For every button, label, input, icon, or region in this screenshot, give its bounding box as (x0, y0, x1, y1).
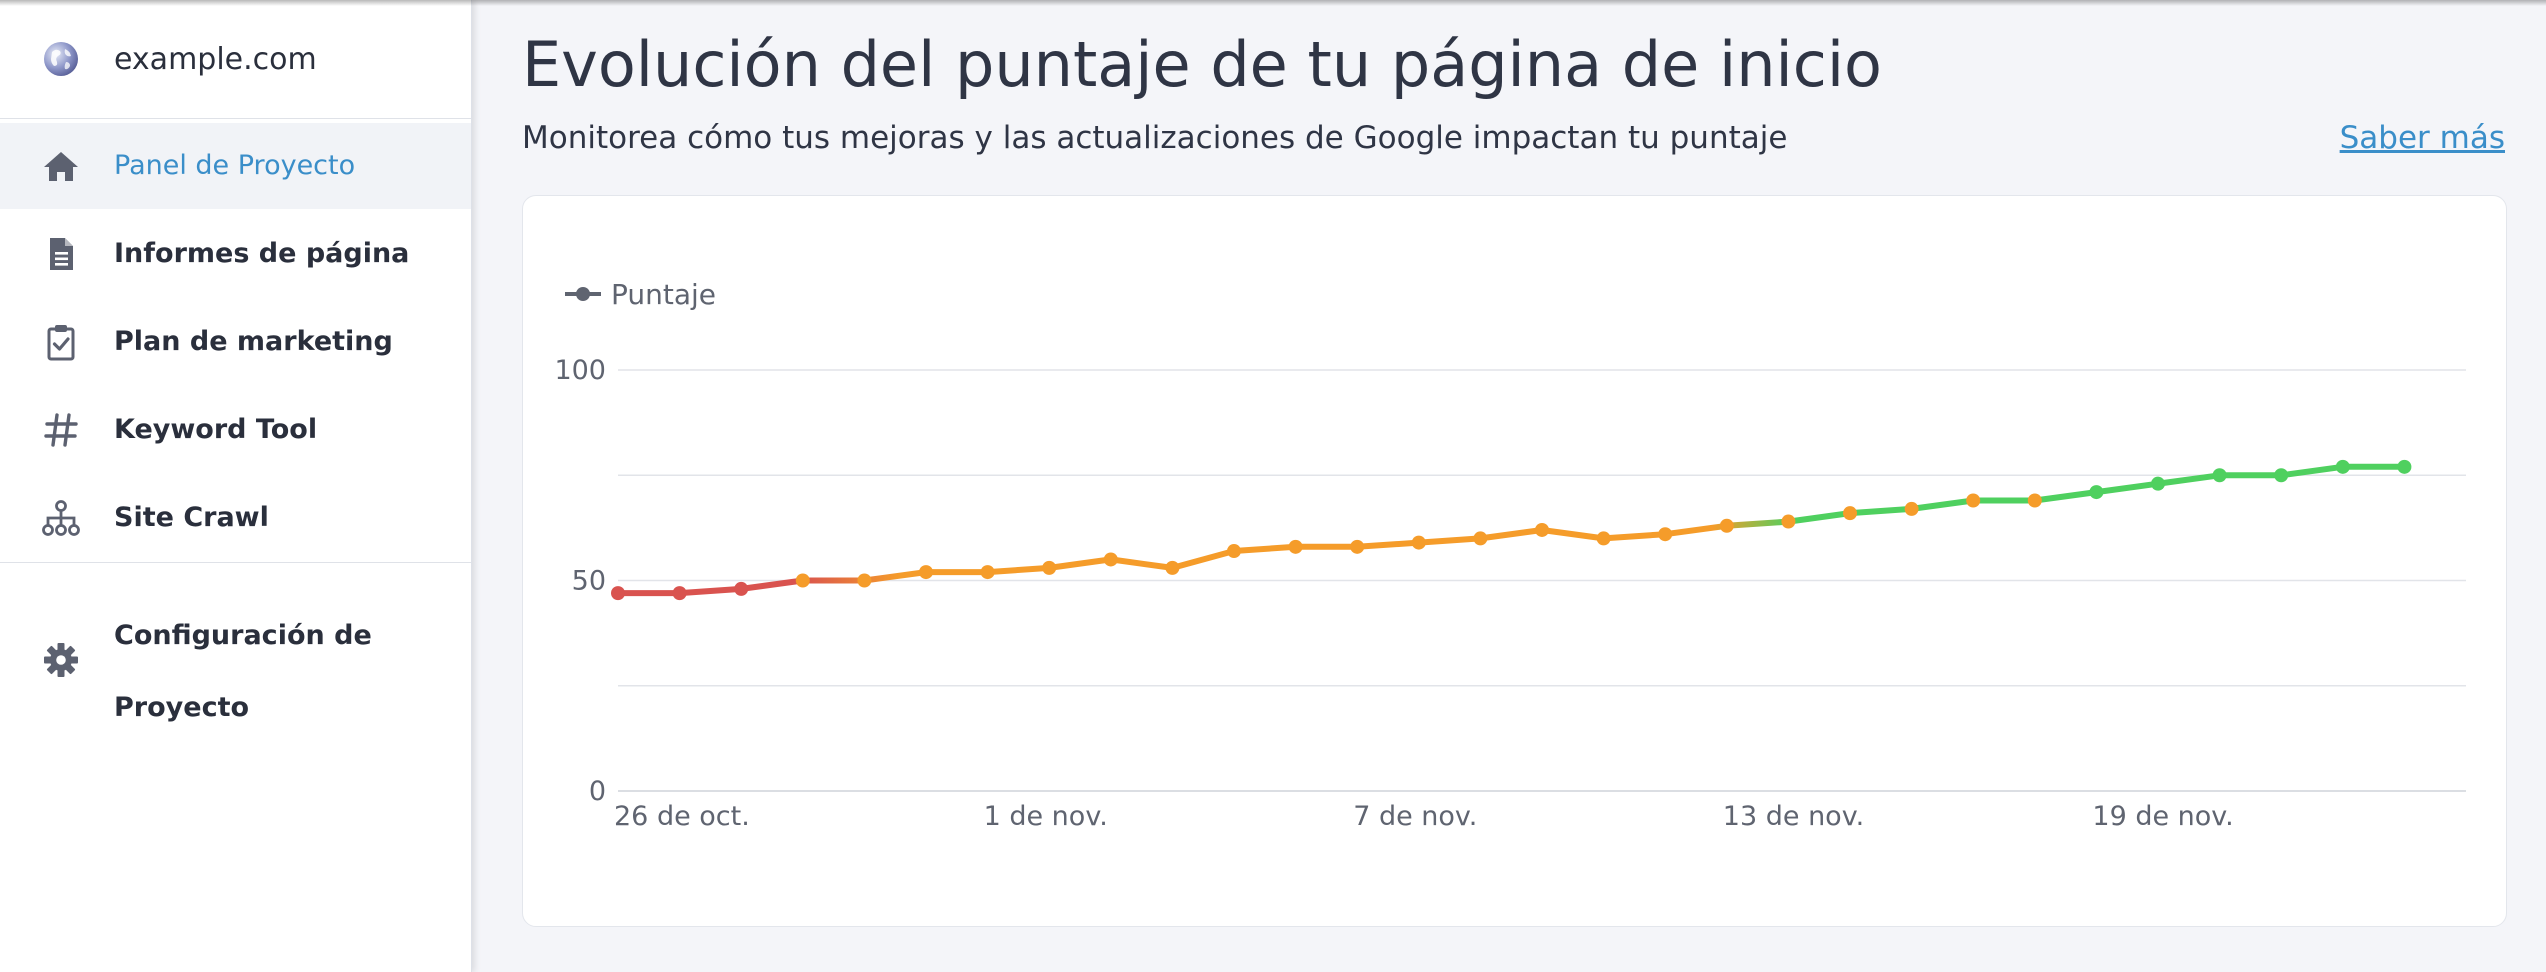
x-tick-label: 1 de nov. (984, 801, 1108, 832)
x-tick-label: 7 de nov. (1353, 801, 1477, 832)
data-point[interactable] (611, 586, 625, 601)
y-tick-label: 100 (554, 355, 606, 386)
data-point[interactable] (1350, 539, 1365, 554)
sidebar-item-label: Plan de marketing (114, 326, 393, 357)
data-point[interactable] (1411, 535, 1426, 550)
chart-legend[interactable]: Puntaje (565, 278, 716, 311)
data-point[interactable] (1165, 560, 1180, 575)
sidebar-item-label: Informes de página (114, 238, 410, 269)
data-point[interactable] (734, 581, 749, 596)
sidebar-item-label: Configuración de Proyecto (114, 620, 372, 723)
data-point[interactable] (1473, 531, 1488, 546)
data-point[interactable] (857, 573, 872, 588)
y-tick-label: 0 (589, 776, 606, 807)
data-point[interactable] (2397, 459, 2412, 474)
data-point[interactable] (2027, 493, 2042, 508)
score-chart-card: Puntaje 0 50 100 26 de oct. 1 de nov. 7 de n… (522, 195, 2507, 927)
data-point[interactable] (2089, 485, 2104, 500)
data-point[interactable] (1042, 560, 1057, 575)
sidebar-item-panel-de-proyecto[interactable]: Panel de Proyecto (0, 123, 471, 209)
legend-dot-marker (576, 287, 590, 301)
sidebar-item-keyword-tool[interactable]: Keyword Tool (0, 387, 471, 473)
legend-label: Puntaje (611, 278, 716, 311)
hashtag-icon (44, 413, 78, 447)
data-point[interactable] (2335, 459, 2350, 474)
data-point[interactable] (795, 573, 810, 588)
data-point[interactable] (1843, 506, 1857, 521)
sidebar: example.com Panel de Proyecto Informes d… (0, 0, 472, 972)
sidebar-item-plan-de-marketing[interactable]: Plan de marketing (0, 299, 471, 385)
home-icon (44, 152, 78, 181)
page-subtitle: Monitorea cómo tus mejoras y las actuali… (522, 120, 1788, 156)
sidebar-item-configuracion[interactable]: Configuración de Proyecto (0, 590, 471, 730)
data-point[interactable] (1227, 544, 1241, 559)
series-line-puntaje (615, 463, 2408, 597)
data-point[interactable] (1288, 539, 1303, 554)
top-shadow (0, 0, 2546, 6)
data-point[interactable] (2212, 468, 2227, 483)
y-tick-label: 50 (572, 566, 606, 597)
page-title: Evolución del puntaje de tu página de in… (522, 28, 1882, 101)
x-tick-label: 26 de oct. (614, 801, 750, 832)
data-point[interactable] (980, 565, 995, 580)
data-point[interactable] (1658, 527, 1673, 542)
sidebar-item-informes-de-pagina[interactable]: Informes de página (0, 211, 471, 297)
sidebar-item-label: Keyword Tool (114, 414, 318, 445)
learn-more-link[interactable]: Saber más (2339, 120, 2505, 156)
site-selector[interactable]: example.com (0, 0, 471, 119)
data-point[interactable] (2151, 476, 2165, 491)
data-point[interactable] (1966, 493, 1981, 508)
data-point[interactable] (1781, 514, 1796, 529)
data-point[interactable] (1719, 518, 1734, 533)
data-point[interactable] (1535, 522, 1549, 537)
sidebar-item-site-crawl[interactable]: Site Crawl (0, 475, 471, 561)
sitemap-icon (42, 500, 80, 536)
clipboard-check-icon (47, 325, 75, 361)
sidebar-item-label: Site Crawl (114, 502, 269, 533)
data-point[interactable] (1596, 531, 1611, 546)
data-point[interactable] (1904, 501, 1919, 516)
site-name: example.com (114, 42, 317, 77)
score-line-chart: Puntaje 0 50 100 26 de oct. 1 de nov. 7 de n… (554, 278, 2466, 832)
globe-icon (44, 42, 78, 76)
document-icon (50, 238, 73, 270)
data-point[interactable] (1103, 552, 1118, 567)
gear-icon (44, 643, 78, 677)
sidebar-item-label: Panel de Proyecto (114, 150, 356, 181)
data-point[interactable] (672, 586, 687, 601)
data-point[interactable] (919, 565, 933, 580)
sidebar-divider (0, 562, 471, 563)
data-point[interactable] (2274, 468, 2289, 483)
x-tick-label: 13 de nov. (1723, 801, 1864, 832)
x-tick-label: 19 de nov. (2092, 801, 2233, 832)
